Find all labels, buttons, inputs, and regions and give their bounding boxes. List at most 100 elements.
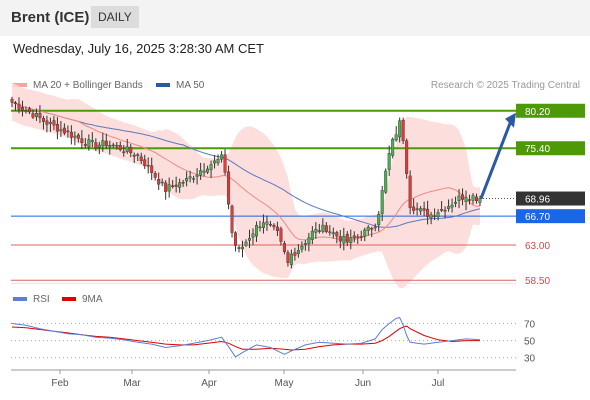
- candle-body: [324, 225, 328, 232]
- candle-body: [45, 120, 49, 125]
- candle-body: [443, 209, 447, 212]
- candle-body: [38, 112, 42, 119]
- candle-body: [94, 142, 98, 149]
- candle-body: [412, 206, 416, 211]
- candle-body: [132, 154, 136, 157]
- candle-body: [370, 228, 374, 230]
- candle-body: [59, 129, 63, 132]
- candle-body: [52, 120, 56, 126]
- candle-body: [436, 212, 440, 217]
- candle-body: [265, 221, 269, 225]
- x-label-mar: Mar: [123, 378, 141, 389]
- candle-body: [359, 236, 363, 238]
- ma20-swatch: [13, 83, 27, 88]
- candle-body: [97, 144, 101, 148]
- candle-body: [261, 222, 265, 228]
- rsi-tick-70: 70: [524, 320, 536, 331]
- candle-body: [174, 184, 178, 187]
- candle-body: [384, 170, 388, 193]
- rsi-line: [11, 317, 481, 358]
- candle-body: [122, 151, 126, 153]
- candle-body: [345, 233, 349, 243]
- candle-body: [468, 199, 472, 201]
- candle-body: [69, 131, 73, 138]
- level-tag-bg: [516, 209, 585, 224]
- current-price-tag-bg: [516, 191, 585, 206]
- x-axis: Feb Mar Apr May Jun Jul: [11, 369, 516, 389]
- candle-body: [254, 225, 258, 237]
- candle-body: [185, 178, 189, 182]
- candle-body: [268, 223, 272, 226]
- candle-body: [87, 139, 91, 148]
- candle-body: [223, 154, 227, 173]
- rsi-tick-50: 50: [524, 337, 536, 348]
- candle-body: [415, 208, 419, 210]
- rsi-swatch: [13, 297, 27, 302]
- candle-body: [289, 253, 293, 265]
- candle-body: [10, 98, 14, 103]
- candle-body: [282, 243, 286, 252]
- candle-body: [181, 182, 185, 184]
- arrow-head: [505, 112, 516, 128]
- candle-body: [13, 102, 17, 104]
- candle-body: [310, 230, 314, 240]
- candle-body: [146, 164, 150, 167]
- candle-body: [279, 228, 283, 242]
- candle-body: [457, 195, 461, 201]
- candle-body: [17, 103, 21, 110]
- candle-body: [125, 146, 129, 152]
- candle-body: [475, 196, 479, 202]
- candle-body: [150, 165, 154, 174]
- candle-body: [153, 173, 157, 178]
- candle-body: [90, 140, 94, 143]
- candle-body: [331, 232, 335, 235]
- candle-body: [111, 144, 115, 147]
- x-label-jul: Jul: [432, 378, 445, 389]
- candle-body: [258, 226, 262, 229]
- candle-body: [31, 113, 35, 118]
- credit-text: Research © 2025 Trading Central: [430, 80, 580, 91]
- chart-date: Wednesday, July 16, 2025 3:28:30 AM CET: [13, 41, 264, 56]
- candle-body: [251, 233, 255, 238]
- candle-body: [408, 175, 412, 208]
- level-tag-bg: [516, 103, 585, 118]
- candle-body: [34, 113, 38, 117]
- legend-ma20: MA 20 + Bollinger Bands: [13, 80, 143, 91]
- candle-body: [160, 181, 164, 184]
- candle-body: [356, 236, 360, 238]
- candle-body: [293, 252, 297, 256]
- candle-body: [237, 247, 241, 249]
- candle-body: [303, 243, 307, 246]
- candle-body: [73, 135, 77, 138]
- candle-body: [206, 168, 210, 173]
- candle-body: [27, 108, 31, 113]
- candle-body: [405, 140, 409, 174]
- candle-body: [129, 147, 133, 154]
- ma9-label: 9MA: [82, 294, 103, 305]
- candle-body: [118, 145, 122, 150]
- ma50-line: [11, 101, 481, 228]
- candle-body: [419, 208, 423, 212]
- candle-body: [401, 119, 405, 141]
- candle-body: [167, 184, 171, 192]
- candle-body: [143, 159, 147, 166]
- candle-body: [321, 224, 325, 232]
- level-tag-58-50: 58.50: [525, 276, 550, 287]
- candle-body: [433, 215, 437, 217]
- rsi-tick-30: 30: [524, 354, 536, 365]
- level-tag-80-20: 80.20: [525, 107, 550, 118]
- candle-body: [314, 228, 318, 233]
- arrow-shaft: [479, 120, 513, 200]
- candle-body: [104, 140, 108, 147]
- timeframe-badge[interactable]: DAILY: [91, 6, 139, 28]
- ma20-line: [11, 101, 481, 242]
- candle-body: [192, 178, 196, 180]
- candle-body: [55, 124, 59, 132]
- level-labels: 80.20 75.40 66.70 63.00 58.50 68.96: [516, 103, 585, 287]
- ma50-swatch: [156, 83, 170, 88]
- candle-body: [66, 130, 70, 133]
- candle-body: [247, 238, 251, 241]
- candle-body: [48, 122, 52, 124]
- candle-body: [80, 138, 84, 143]
